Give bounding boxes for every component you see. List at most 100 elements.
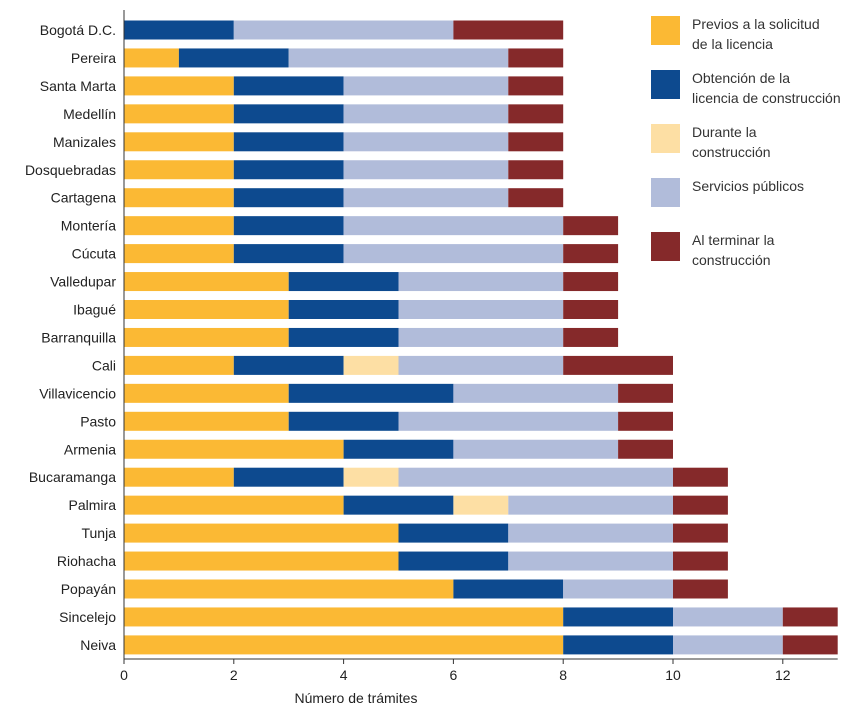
legend-label: Durante la construcción [692,124,771,160]
category-label: Cúcuta [72,246,117,262]
bar-segment [124,439,344,459]
bar-segment [398,411,619,431]
bar-segment [124,300,289,319]
bar-segment [288,300,399,319]
legend-item: Obtención de la licencia de construcción [651,68,857,122]
bar-segment [124,188,234,208]
bar-segment [673,467,728,487]
bar-segment [563,579,673,599]
x-tick-label: 12 [775,667,791,683]
category-label: Cali [92,357,116,373]
bar-segment [508,495,673,515]
bar-segment [343,104,509,124]
x-axis-title: Número de trámites [295,690,418,706]
x-tick-label: 6 [450,667,458,683]
bar-segment [618,439,673,459]
bar-segment [508,104,564,124]
bar-segment [124,20,234,40]
legend-label: Servicios públicos [692,178,805,194]
category-label: Dosquebradas [25,162,116,178]
legend-item: Al terminar la construcción [651,230,857,284]
category-label: Tunja [81,525,116,541]
bar-segment [398,300,564,319]
bar-segment [563,300,619,319]
category-label: Bogotá D.C. [40,22,116,38]
legend-label: Al terminar la construcción [692,232,775,268]
bar-segment [233,20,454,40]
legend-label: Previos a la solicitud de la licencia [692,16,820,52]
bar-segment [343,76,509,96]
bar-segment [508,188,564,208]
bar-segment [563,635,673,655]
bar-segment [398,272,564,292]
category-label: Riohacha [57,553,116,569]
category-label: Villavicencio [39,385,116,401]
legend-item: Durante la construcción [651,122,857,176]
bar-segment [508,551,673,571]
bar-segment [124,272,289,292]
bar-segment [618,383,673,403]
legend-item: Previos a la solicitud de la licencia [651,14,857,68]
legend-swatch [651,124,680,153]
category-label: Barranquilla [41,329,116,345]
bar-segment [233,216,344,236]
bar-segment [398,355,564,375]
bar-segment [673,523,728,543]
bar-segment [453,439,619,459]
bar-segment [233,132,344,152]
bar-segment [618,411,673,431]
bar-segment [124,495,344,515]
bar-segment [673,579,728,599]
category-label: Manizales [53,134,116,150]
bar-segment [124,216,234,236]
category-label: Cartagena [51,190,117,206]
bar-segment [398,551,509,571]
bar-segment [124,327,289,347]
category-label: Ibagué [73,302,116,318]
x-tick-label: 10 [665,667,681,683]
category-label: Valledupar [50,274,116,290]
bar-segment [233,355,344,375]
bar-segment [343,467,399,487]
legend-swatch [651,70,680,99]
bar-segment [343,216,564,236]
bar-segment [508,48,564,68]
bar-segment [124,635,564,655]
bar-segment [124,76,234,96]
bar-segment [288,272,399,292]
bar-segment [233,188,344,208]
category-label: Pereira [71,50,116,66]
x-tick-label: 8 [559,667,567,683]
bar-segment [782,635,838,655]
bar-segment [453,20,564,40]
category-label: Medellín [63,106,116,122]
bar-segment [343,132,509,152]
x-tick-label: 4 [340,667,348,683]
bar-segment [124,48,179,68]
bar-segment [673,495,728,515]
bar-segment [508,132,564,152]
bar-segment [453,495,509,515]
bar-segment [398,523,509,543]
x-tick-label: 0 [120,667,128,683]
bar-segment [563,272,619,292]
bar-segment [508,76,564,96]
bar-segment [343,355,399,375]
category-label: Pasto [80,413,116,429]
bar-segment [124,523,399,543]
bar-segment [124,244,234,264]
category-label: Sincelejo [59,609,116,625]
bar-segment [453,383,619,403]
bar-segment [563,216,619,236]
bar-segment [673,551,728,571]
bar-segment [124,383,289,403]
bar-segment [288,48,509,68]
bar-segment [124,467,234,487]
bar-segment [343,160,509,180]
category-label: Montería [61,218,116,234]
bar-segment [563,355,673,375]
bar-segment [343,188,509,208]
bar-segment [233,76,344,96]
